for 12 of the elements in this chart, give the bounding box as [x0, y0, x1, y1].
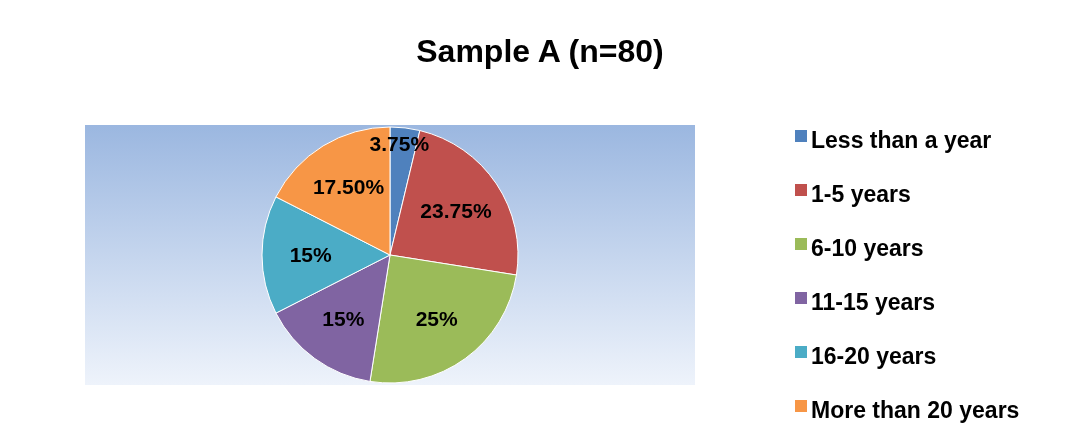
- data-label: 25%: [415, 307, 458, 331]
- data-label: 15%: [289, 243, 332, 266]
- chart-title: Sample A (n=80): [416, 33, 664, 69]
- legend-label: More than 20 years: [811, 397, 1020, 424]
- legend-label: 16-20 years: [811, 343, 937, 370]
- legend-label: Less than a year: [811, 127, 992, 154]
- legend-label: 1-5 years: [811, 181, 911, 208]
- legend-label: 11-15 years: [811, 289, 936, 316]
- legend-label: 6-10 years: [811, 235, 924, 262]
- data-label: 23.75%: [420, 198, 492, 222]
- data-label: 15%: [322, 307, 365, 331]
- data-label: 17.50%: [312, 175, 385, 199]
